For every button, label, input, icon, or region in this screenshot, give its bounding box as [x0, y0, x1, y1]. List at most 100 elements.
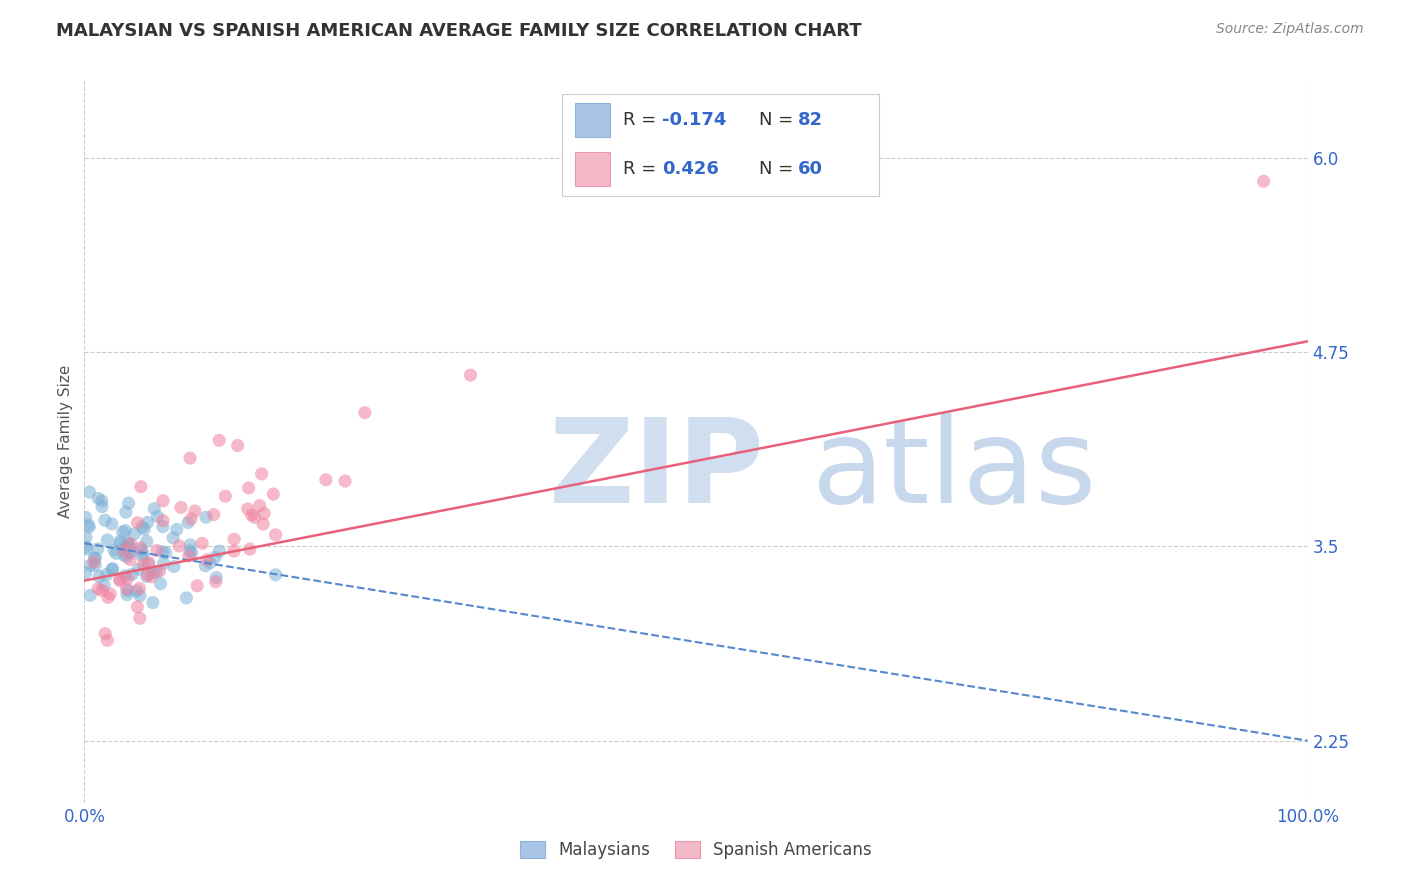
Point [79, 588, 101, 602]
Point [75, 566, 97, 580]
Point [239, 542, 262, 557]
Point [224, 532, 246, 546]
Point [108, 574, 131, 588]
Point [118, 546, 141, 560]
Point [115, 549, 138, 564]
Point [238, 481, 260, 495]
Point [114, 568, 136, 582]
Point [84, 551, 107, 566]
Point [84, 558, 107, 573]
Point [89, 569, 111, 583]
Point [128, 562, 150, 576]
Point [118, 538, 141, 552]
Point [208, 544, 231, 558]
Point [94, 626, 117, 640]
Text: R =: R = [623, 160, 661, 178]
Point [152, 519, 174, 533]
Point [129, 480, 152, 494]
Point [79, 558, 101, 573]
Point [132, 547, 155, 561]
Point [179, 544, 201, 558]
Point [354, 406, 377, 420]
Point [166, 523, 188, 537]
Point [125, 583, 148, 598]
Point [204, 574, 226, 589]
Point [143, 501, 166, 516]
Point [136, 557, 159, 571]
Point [253, 506, 276, 520]
Point [135, 534, 157, 549]
Point [152, 514, 174, 528]
Point [146, 543, 169, 558]
Point [91, 583, 114, 598]
Point [249, 499, 271, 513]
Point [127, 516, 149, 530]
Point [149, 576, 172, 591]
Point [176, 591, 198, 605]
Point [186, 579, 208, 593]
Point [184, 504, 207, 518]
Point [136, 516, 159, 530]
Point [152, 493, 174, 508]
Point [179, 538, 201, 552]
Point [131, 542, 153, 557]
Point [111, 524, 134, 539]
Point [91, 500, 114, 514]
Point [120, 544, 142, 558]
Point [112, 548, 135, 562]
Point [115, 505, 138, 519]
Point [152, 545, 174, 559]
Text: R =: R = [623, 111, 661, 128]
Point [76, 541, 98, 556]
Point [96, 533, 118, 547]
Text: 0.426: 0.426 [662, 160, 718, 178]
Point [122, 527, 145, 541]
Point [108, 534, 131, 549]
Point [75, 540, 97, 554]
Point [129, 589, 152, 603]
Point [108, 536, 131, 550]
Point [115, 588, 138, 602]
Point [115, 540, 138, 554]
Point [226, 439, 249, 453]
Point [167, 539, 190, 553]
Text: MALAYSIAN VS SPANISH AMERICAN AVERAGE FAMILY SIZE CORRELATION CHART: MALAYSIAN VS SPANISH AMERICAN AVERAGE FA… [56, 22, 862, 40]
Point [236, 502, 259, 516]
Point [202, 508, 225, 522]
Point [87, 491, 110, 506]
Point [129, 541, 152, 555]
Point [77, 520, 100, 534]
Legend: Malaysians, Spanish Americans: Malaysians, Spanish Americans [520, 841, 872, 860]
Point [90, 493, 112, 508]
Point [75, 531, 97, 545]
Point [108, 572, 131, 586]
Point [194, 558, 217, 573]
Text: 82: 82 [799, 111, 823, 128]
Point [152, 557, 174, 571]
Point [120, 537, 142, 551]
Point [117, 496, 139, 510]
Point [131, 549, 153, 564]
Bar [575, 103, 610, 136]
Text: ZIP: ZIP [550, 413, 765, 528]
Point [250, 467, 273, 481]
Point [142, 566, 165, 580]
Point [77, 518, 100, 533]
Point [136, 567, 159, 582]
Point [87, 582, 110, 596]
Point [262, 487, 284, 501]
Bar [575, 153, 610, 186]
Point [96, 567, 118, 582]
Point [128, 582, 150, 596]
Point [114, 524, 136, 538]
Point [240, 508, 263, 522]
Point [1253, 174, 1275, 188]
Point [117, 583, 139, 598]
Point [94, 513, 117, 527]
Y-axis label: Average Family Size: Average Family Size [58, 365, 73, 518]
Point [146, 509, 169, 524]
Point [204, 550, 226, 565]
Point [120, 552, 142, 566]
Point [83, 550, 105, 565]
Point [198, 556, 221, 570]
